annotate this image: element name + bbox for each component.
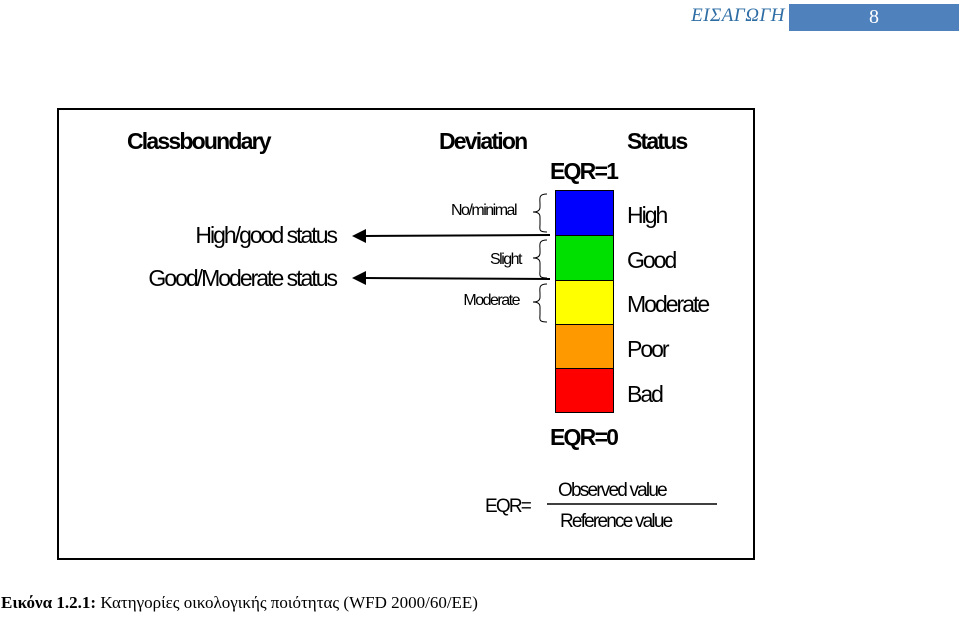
eqr-top-label: EQR=1 xyxy=(550,158,619,184)
figure-frame xyxy=(57,108,755,560)
formula-lhs: EQR= xyxy=(485,496,532,517)
deviation-slight: Slight xyxy=(489,251,523,268)
brace-moderate xyxy=(532,283,548,323)
deviation-moderate: Moderate xyxy=(463,292,520,309)
status-bar-high xyxy=(555,190,614,236)
caption-label: Εικόνα 1.2.1: xyxy=(1,593,97,612)
status-label-high: High xyxy=(627,202,668,228)
deviation-heading: Deviation xyxy=(439,128,528,154)
status-bar-good xyxy=(555,235,614,281)
boundary-high-good: High/good status xyxy=(195,222,338,248)
arrow-high-good xyxy=(352,229,551,243)
caption-text: Κατηγορίες οικολογικής ποιότητας (WFD 20… xyxy=(96,593,478,612)
arrow-good-moderate xyxy=(352,271,551,285)
brace-no-minimal xyxy=(532,193,548,233)
status-bar-poor xyxy=(555,324,614,369)
formula-numerator: Observed value xyxy=(558,480,668,501)
eqr-bottom-label: EQR=0 xyxy=(550,424,619,450)
formula-denominator: Reference value xyxy=(560,511,673,532)
status-bar-moderate xyxy=(555,280,614,325)
brace-slight xyxy=(532,239,548,279)
class-boundary-heading: Classboundary xyxy=(127,128,272,154)
status-label-bad: Bad xyxy=(627,381,664,407)
status-label-poor: Poor xyxy=(627,336,670,362)
status-heading: Status xyxy=(627,128,688,154)
status-label-moderate: Moderate xyxy=(627,291,710,317)
status-bar-bad xyxy=(555,368,614,413)
status-label-good: Good xyxy=(627,247,677,273)
boundary-good-moderate: Good/Moderate status xyxy=(148,265,338,291)
deviation-no-minimal: No/minimal xyxy=(450,202,518,219)
figure-caption: Εικόνα 1.2.1: Κατηγορίες οικολογικής ποι… xyxy=(1,593,478,613)
page-number: 8 xyxy=(789,4,959,31)
running-head: ΕΙΣΑΓΩΓΗ xyxy=(691,5,785,26)
